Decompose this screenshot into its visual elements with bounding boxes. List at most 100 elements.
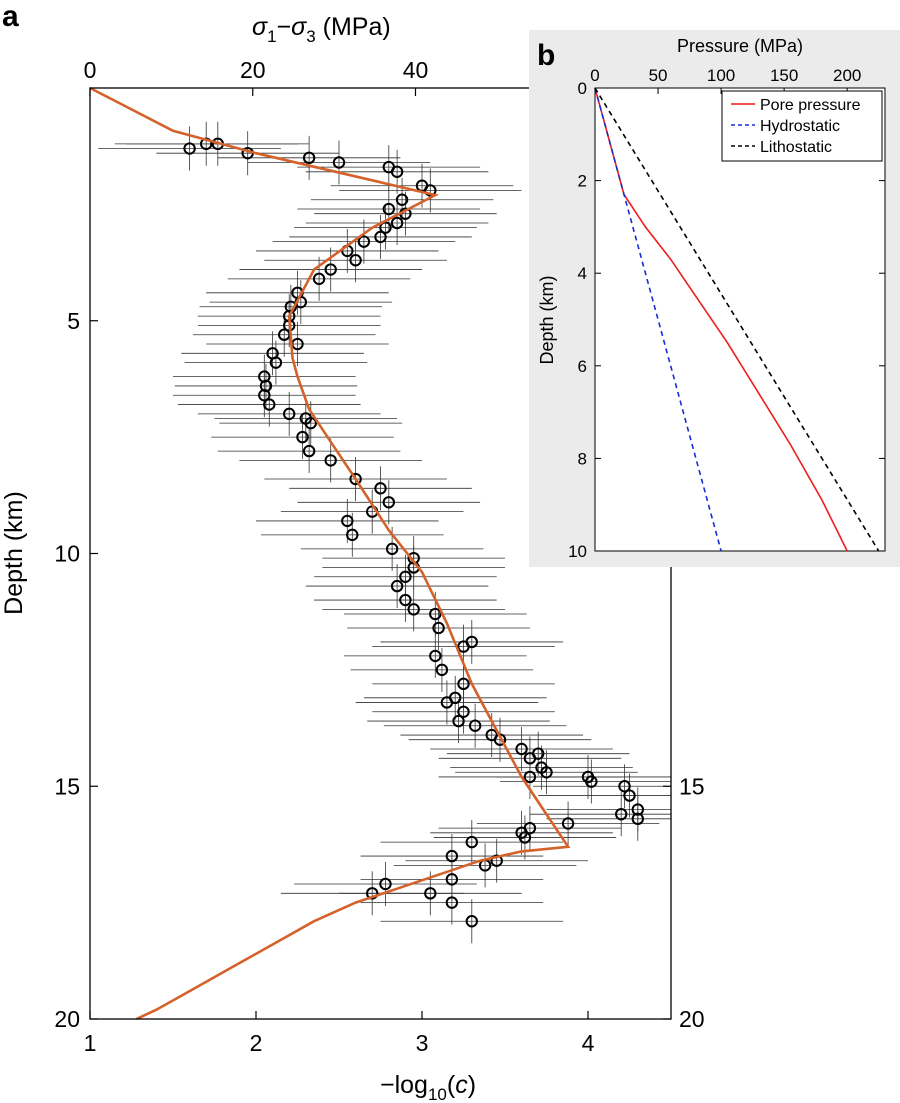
x-axis-label: −log10(c) bbox=[380, 1071, 476, 1103]
fit-curve bbox=[89, 86, 571, 1021]
data-point bbox=[341, 514, 354, 528]
x-axis-ticks: 1 2 3 4 bbox=[84, 1011, 595, 1056]
error-bar bbox=[289, 466, 472, 511]
data-point bbox=[324, 454, 337, 467]
error-bar bbox=[173, 373, 356, 418]
data-point bbox=[357, 235, 371, 248]
error-bar bbox=[264, 238, 447, 283]
error-bar bbox=[339, 168, 522, 213]
error-bar bbox=[297, 480, 481, 525]
right-tick-label: 15 bbox=[679, 773, 705, 799]
data-point bbox=[429, 607, 442, 621]
panel-b-x-tick-label: 200 bbox=[833, 66, 861, 85]
data-point bbox=[382, 202, 395, 216]
top-tick-label: 0 bbox=[84, 57, 97, 83]
error-bar bbox=[181, 331, 364, 376]
data-point bbox=[615, 807, 628, 821]
data-point bbox=[324, 263, 337, 276]
panel-b-x-tick-label: 150 bbox=[770, 66, 798, 85]
data-point bbox=[374, 482, 387, 495]
series-line-lithostatic bbox=[594, 87, 880, 552]
data-point bbox=[468, 719, 482, 732]
error-bar bbox=[256, 228, 439, 273]
y-axis-ticks: 5 10 15 20 bbox=[54, 308, 98, 1032]
x-tick-label: 1 bbox=[84, 1030, 97, 1056]
top-tick-label: 40 bbox=[403, 57, 429, 83]
error-bar bbox=[280, 489, 464, 534]
data-point bbox=[399, 570, 412, 583]
panel-b-y-tick-label: 10 bbox=[568, 542, 587, 561]
data-point bbox=[585, 775, 598, 788]
panel-b-y-tick-label: 8 bbox=[578, 449, 587, 468]
error-bar bbox=[546, 787, 671, 832]
data-point bbox=[346, 528, 359, 542]
error-bar bbox=[227, 256, 411, 301]
data-point bbox=[445, 849, 459, 863]
panel-b-line-layer bbox=[594, 87, 880, 552]
data-point bbox=[631, 812, 644, 826]
plot-b-area bbox=[594, 87, 886, 552]
data-point bbox=[390, 216, 404, 230]
error-bar bbox=[217, 429, 401, 474]
y-tick-label: 20 bbox=[54, 1006, 80, 1032]
error-bar bbox=[380, 899, 564, 944]
data-point bbox=[258, 389, 271, 402]
error-bar bbox=[206, 270, 389, 315]
data-point bbox=[465, 835, 478, 849]
data-point bbox=[183, 142, 196, 155]
data-point bbox=[366, 887, 379, 900]
error-bar bbox=[360, 880, 544, 925]
error-bar bbox=[247, 140, 431, 185]
error-bar bbox=[380, 619, 564, 664]
error-bar bbox=[219, 401, 403, 446]
x-tick-label: 3 bbox=[416, 1030, 429, 1056]
error-bar bbox=[330, 163, 514, 208]
panel-b-y-tick-label: 4 bbox=[578, 264, 587, 283]
error-bar bbox=[476, 801, 660, 846]
data-point bbox=[490, 854, 503, 867]
panel-b-x-ticks: 0 50 100 150 200 bbox=[590, 66, 861, 94]
panel-b-letter: b bbox=[537, 39, 555, 72]
top-axis-label: σ1−σ3 (MPa) bbox=[252, 13, 391, 46]
error-bar bbox=[380, 820, 564, 865]
error-bar bbox=[294, 862, 477, 907]
panel-b-y-ticks: 0 2 4 6 8 10 bbox=[568, 79, 885, 561]
error-bar bbox=[446, 731, 630, 776]
panel-b-y-tick-label: 2 bbox=[578, 172, 587, 191]
panel-b-x-tick-label: 0 bbox=[590, 66, 599, 85]
data-point bbox=[457, 705, 470, 718]
y-tick-label: 10 bbox=[54, 541, 80, 567]
error-bar bbox=[305, 200, 489, 245]
error-bar bbox=[314, 191, 497, 236]
data-point bbox=[283, 407, 296, 421]
legend-label: Pore pressure bbox=[760, 97, 861, 114]
error-bar bbox=[297, 145, 481, 190]
data-point bbox=[465, 915, 478, 928]
legend: Pore pressure Hydrostatic Lithostatic bbox=[721, 90, 883, 162]
data-point bbox=[269, 356, 283, 369]
data-point bbox=[407, 603, 420, 616]
error-bar bbox=[310, 177, 494, 222]
error-bar bbox=[529, 792, 671, 837]
data-point bbox=[349, 254, 362, 267]
data-point bbox=[374, 230, 387, 244]
data-point bbox=[518, 831, 532, 844]
error-bar bbox=[408, 717, 592, 762]
data-point bbox=[623, 789, 636, 802]
data-point bbox=[263, 398, 276, 411]
y-tick-label: 5 bbox=[67, 308, 80, 334]
data-point bbox=[296, 430, 309, 444]
data-point bbox=[445, 896, 459, 909]
data-point bbox=[312, 272, 326, 286]
error-bar bbox=[455, 750, 638, 795]
data-point bbox=[390, 165, 404, 178]
error-bar bbox=[393, 843, 577, 888]
data-point bbox=[304, 416, 317, 430]
data-point bbox=[332, 156, 346, 169]
data-point bbox=[457, 677, 470, 691]
data-point bbox=[445, 873, 459, 886]
errorbar-layer bbox=[98, 121, 671, 944]
y-axis-label: Depth (km) bbox=[0, 491, 28, 615]
y-tick-label: 15 bbox=[54, 773, 80, 799]
error-bar bbox=[405, 838, 588, 883]
